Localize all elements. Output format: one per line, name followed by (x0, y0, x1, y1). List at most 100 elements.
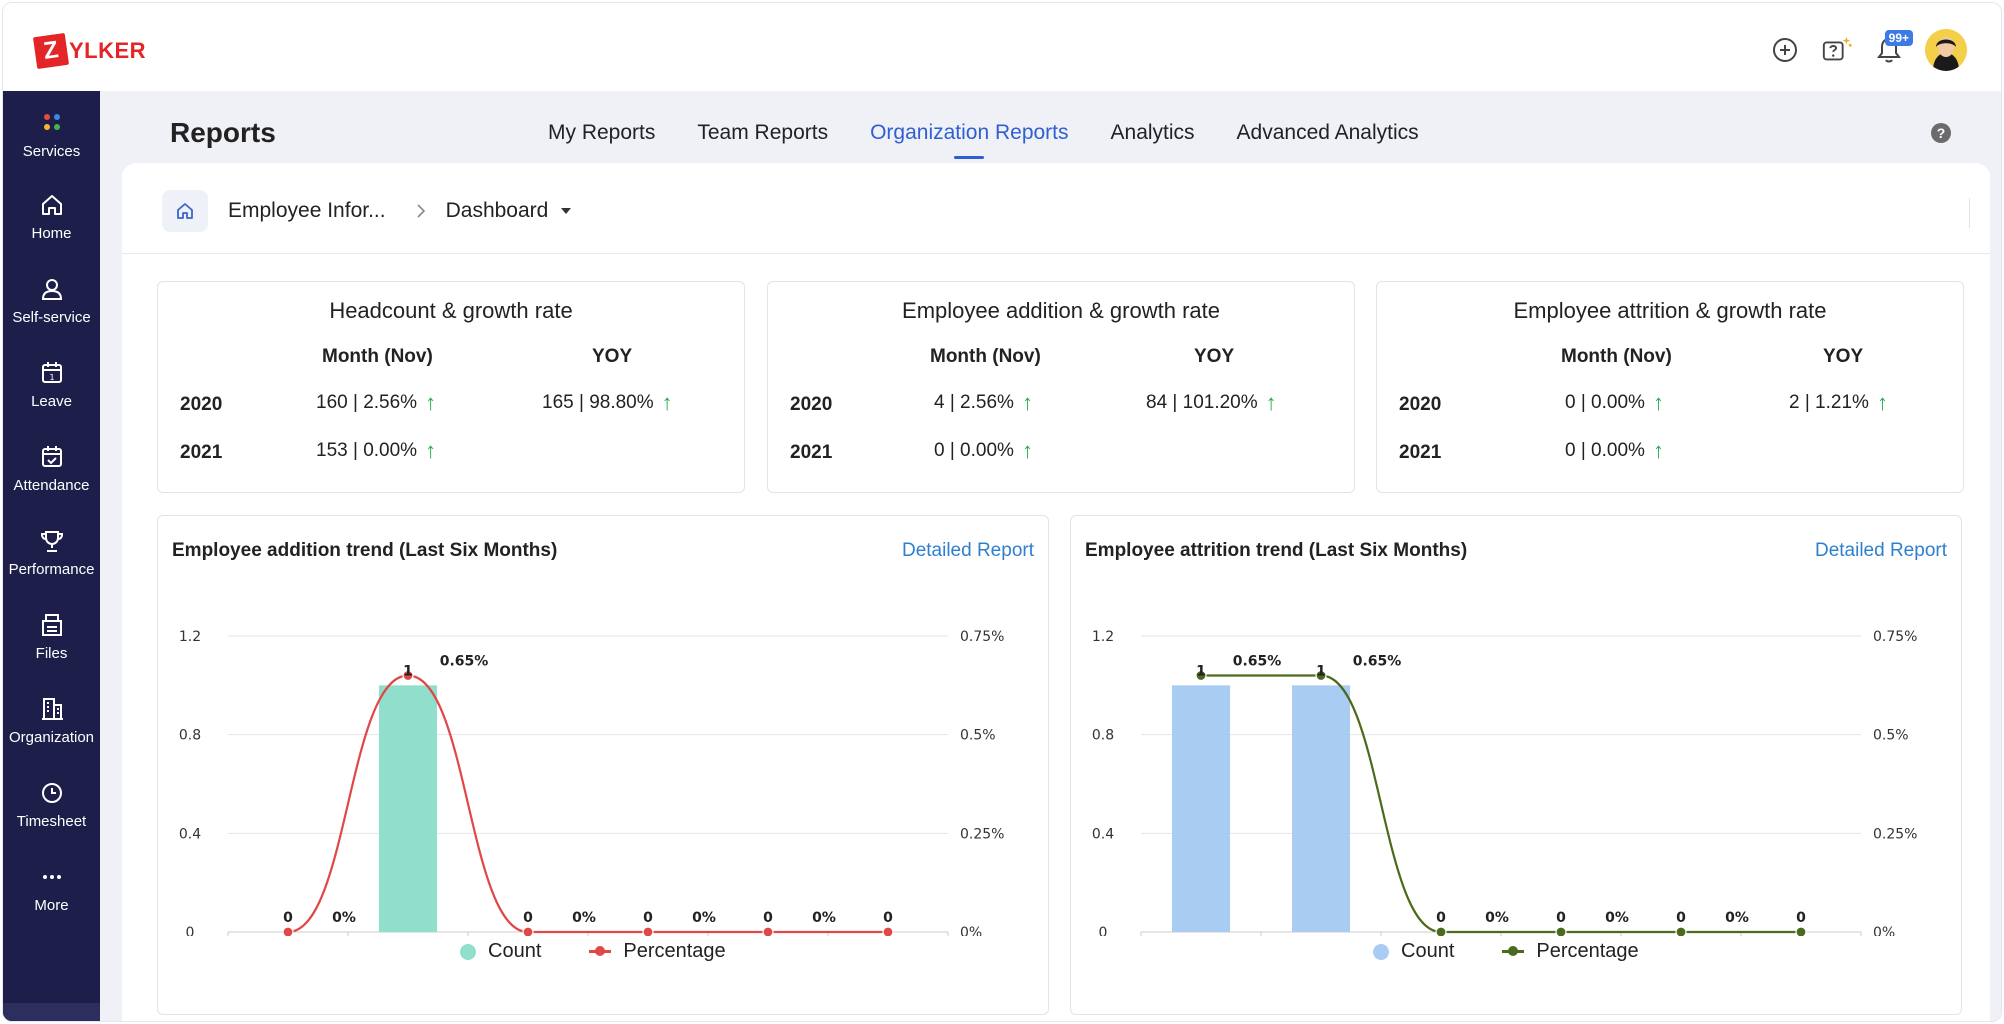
legend-label: Percentage (1536, 940, 1639, 962)
y-tick-label-right: 0.75% (1873, 629, 1917, 645)
legend-count[interactable]: Count (1373, 940, 1454, 963)
month-value: 0 | 0.00% ↑ (1565, 392, 1664, 414)
col-month-header: Month (Nov) (1561, 346, 1672, 367)
sidebar-item-performance[interactable]: Performance (3, 527, 100, 578)
home-icon (41, 195, 62, 215)
row-year: 2021 (1399, 442, 1442, 463)
calendar-icon: 1 (41, 362, 62, 383)
sidebar-item-timesheet[interactable]: Timesheet (3, 779, 100, 830)
value-text: 0 | 0.00% (1565, 440, 1645, 461)
sidebar-item-more[interactable]: More (3, 863, 100, 914)
help-chat-icon[interactable] (1821, 34, 1853, 66)
legend-count[interactable]: Count (460, 940, 541, 963)
sidebar-item-services[interactable]: Services (3, 109, 100, 160)
tab-advanced-analytics[interactable]: Advanced Analytics (1236, 121, 1419, 144)
sidebar: Services Home Self-service 1 Leave Atten… (3, 91, 100, 1021)
breadcrumb-home-button[interactable] (162, 190, 208, 232)
y-tick-label-left: 0.4 (1092, 826, 1114, 842)
add-icon[interactable] (1769, 34, 1801, 66)
y-tick-label-left: 0 (1099, 925, 1108, 936)
bell-icon[interactable]: 99+ (1873, 30, 1913, 66)
percentage-data-label: 0.65% (440, 653, 489, 669)
sidebar-label: Performance (8, 561, 95, 578)
y-tick-label-right: 0.25% (1873, 826, 1917, 842)
user-icon (41, 279, 62, 300)
attendance-icon (41, 446, 62, 467)
percentage-data-label: 0% (1605, 910, 1629, 926)
percentage-line (287, 674, 888, 934)
sidebar-label: Files (35, 645, 68, 662)
detailed-report-link[interactable]: Detailed Report (901, 540, 1034, 561)
arrow-up-icon: ↑ (1652, 438, 1664, 463)
dashboard-panel: Employee Infor... Dashboard Headcount & … (122, 163, 1990, 1021)
sidebar-item-leave[interactable]: 1 Leave (3, 359, 100, 410)
y-tick-label-right: 0% (1873, 925, 1895, 936)
col-month-header: Month (Nov) (930, 346, 1041, 367)
count-data-label: 1 (1196, 663, 1206, 679)
sidebar-item-attendance[interactable]: Attendance (3, 443, 100, 494)
tab-organization-reports[interactable]: Organization Reports (870, 121, 1069, 159)
detailed-report-link[interactable]: Detailed Report (1814, 540, 1947, 561)
trophy-icon (40, 531, 63, 552)
row-year: 2020 (790, 394, 833, 415)
legend-label: Count (488, 940, 542, 962)
legend-percentage[interactable]: Percentage (589, 940, 726, 963)
breadcrumb-current: Dashboard (445, 199, 549, 222)
page-title: Reports (170, 117, 276, 148)
stat-title: Headcount & growth rate (329, 298, 573, 323)
stat-card-headcount: Headcount & growth rate Month (Nov) YOY … (157, 281, 745, 493)
header-divider (122, 253, 1990, 254)
files-icon (41, 614, 62, 636)
more-icon (42, 875, 61, 879)
percentage-data-label: 0% (1485, 910, 1509, 926)
arrow-up-icon: ↑ (1876, 390, 1888, 415)
legend-percentage-swatch (589, 946, 612, 956)
tab-analytics[interactable]: Analytics (1110, 121, 1195, 144)
percentage-data-label: 0.65% (1353, 653, 1402, 669)
legend-label: Percentage (623, 940, 726, 962)
value-text: 160 | 2.56% (316, 392, 418, 413)
stat-title: Employee attrition & growth rate (1513, 298, 1827, 323)
chart-title: Employee attrition trend (Last Six Month… (1085, 540, 1468, 561)
percentage-line (1201, 674, 1801, 934)
y-tick-label-left: 0.4 (179, 826, 201, 842)
percentage-point (1315, 669, 1327, 682)
zylker-logo[interactable]: Z YLKER (32, 32, 146, 70)
percentage-point (882, 926, 894, 936)
sidebar-label: More (34, 897, 69, 914)
sidebar-label: Timesheet (16, 813, 87, 830)
tab-team-reports[interactable]: Team Reports (697, 121, 829, 144)
top-bar: Z YLKER 99+ (3, 3, 2001, 91)
y-tick-label-right: 0.25% (960, 826, 1004, 842)
y-tick-label-left: 0 (186, 925, 195, 936)
sidebar-item-files[interactable]: Files (3, 611, 100, 662)
yoy-value: 2 | 1.21% ↑ (1789, 392, 1888, 414)
arrow-up-icon: ↑ (1021, 438, 1033, 463)
sidebar-item-home[interactable]: Home (3, 191, 100, 242)
chart-legend: Count Percentage (460, 940, 726, 963)
user-avatar[interactable] (1925, 29, 1967, 71)
dashboard-dropdown[interactable]: Dashboard (446, 199, 573, 223)
legend-count-swatch (1373, 943, 1389, 960)
percentage-point (1555, 926, 1567, 936)
sidebar-footer[interactable] (3, 1003, 100, 1021)
chart-legend: Count Percentage (1373, 940, 1639, 963)
sidebar-item-self-service[interactable]: Self-service (3, 275, 100, 326)
arrow-up-icon: ↑ (425, 438, 437, 463)
main-content: Employee Infor... Dashboard Headcount & … (100, 163, 2001, 1021)
y-tick-label-left: 1.2 (1092, 629, 1114, 645)
value-text: 0 | 0.00% (934, 440, 1014, 461)
count-data-label: 0 (883, 910, 893, 926)
help-icon[interactable]: ? (1931, 123, 1951, 143)
tab-my-reports[interactable]: My Reports (548, 121, 656, 144)
services-dots-icon (43, 114, 60, 130)
breadcrumb-parent[interactable]: Employee Infor... (228, 199, 386, 222)
clock-icon (41, 783, 62, 803)
sidebar-label: Home (31, 225, 72, 242)
legend-percentage[interactable]: Percentage (1502, 940, 1639, 963)
count-data-label: 0 (283, 910, 293, 926)
count-bar (379, 685, 437, 932)
count-data-label: 0 (1676, 910, 1686, 926)
addition-trend-chart: 00.40.81.20%0.25%0.5%0.75%JuneJulyAugust… (179, 629, 1004, 936)
sidebar-item-organization[interactable]: Organization (3, 695, 100, 746)
